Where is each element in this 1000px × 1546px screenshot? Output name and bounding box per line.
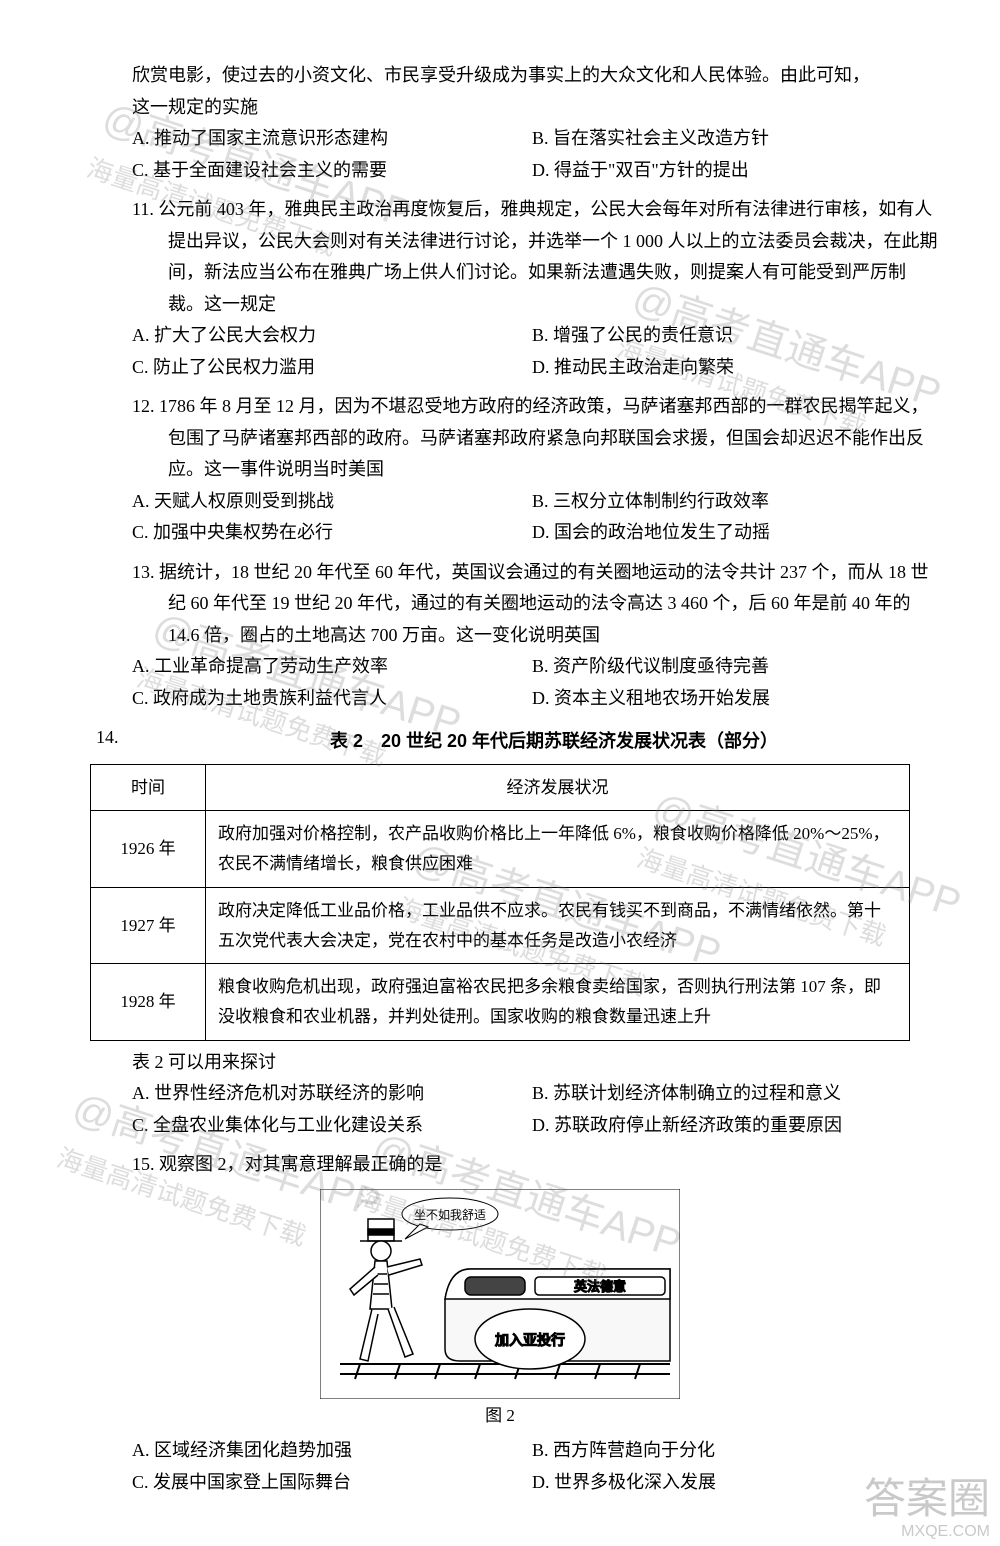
q14: 14. 表 2 20 世纪 20 年代后期苏联经济发展状况表（部分） 时间 经济… <box>60 722 940 1141</box>
q15-opt-c: C. 发展中国家登上国际舞台 <box>132 1467 532 1499</box>
q14-opt-c: C. 全盘农业集体化与工业化建设关系 <box>132 1110 532 1142</box>
q15-cartoon: 坐不如我舒适 英法德意 加入亚投行 <box>60 1189 940 1432</box>
q15-opt-b: B. 西方阵营趋向于分化 <box>532 1435 940 1467</box>
q13-opt-d: D. 资本主义租地农场开始发展 <box>532 683 940 715</box>
q11-opt-c: C. 防止了公民权力滥用 <box>132 352 532 384</box>
q14-r2-year: 1927 年 <box>91 887 206 964</box>
corner-watermark: 答案圈 MXQE.COM <box>864 1476 990 1540</box>
table-row: 1926 年 政府加强对价格控制，农产品收购价格比上一年降低 6%，粮食收购价格… <box>91 811 910 888</box>
q14-r3-year: 1928 年 <box>91 964 206 1041</box>
q10-opt-b: B. 旨在落实社会主义改造方针 <box>532 123 940 155</box>
q14-tail: 表 2 可以用来探讨 <box>60 1047 940 1079</box>
q15: 15. 观察图 2，对其寓意理解最正确的是 <box>60 1149 940 1498</box>
q11-opt-d: D. 推动民主政治走向繁荣 <box>532 352 940 384</box>
q10-stem-line1: 欣赏电影，使过去的小资文化、市民享受升级成为事实上的大众文化和人民体验。由此可知… <box>60 60 940 92</box>
q11-opt-a: A. 扩大了公民大会权力 <box>132 320 532 352</box>
exam-page: @高考直通车APP海量高清试题免费下载 @高考直通车APP海量高清试题免费下载 … <box>0 0 1000 1546</box>
q14-table-title: 表 2 20 世纪 20 年代后期苏联经济发展状况表（部分） <box>168 726 940 758</box>
egg-label: 加入亚投行 <box>495 1333 565 1349</box>
q13: 13. 据统计，18 世纪 20 年代至 60 年代，英国议会通过的有关圈地运动… <box>60 557 940 715</box>
q13-opt-a: A. 工业革命提高了劳动生产效率 <box>132 651 532 683</box>
q14-table: 时间 经济发展状况 1926 年 政府加强对价格控制，农产品收购价格比上一年降低… <box>90 764 910 1041</box>
q14-opt-d: D. 苏联政府停止新经济政策的重要原因 <box>532 1110 940 1142</box>
q12-opt-c: C. 加强中央集权势在必行 <box>132 517 532 549</box>
q14-r2-desc: 政府决定降低工业品价格，工业品供不应求。农民有钱买不到商品，不满情绪依然。第十五… <box>206 887 910 964</box>
cartoon-svg: 坐不如我舒适 英法德意 加入亚投行 <box>320 1189 680 1399</box>
table-row: 1928 年 粮食收购危机出现，政府强迫富裕农民把多余粮食卖给国家，否则执行刑法… <box>91 964 910 1041</box>
q12-opt-a: A. 天赋人权原则受到挑战 <box>132 486 532 518</box>
q10-opt-c: C. 基于全面建设社会主义的需要 <box>132 155 532 187</box>
q14-r1-year: 1926 年 <box>91 811 206 888</box>
table-row: 1927 年 政府决定降低工业品价格，工业品供不应求。农民有钱买不到商品，不满情… <box>91 887 910 964</box>
q15-stem: 15. 观察图 2，对其寓意理解最正确的是 <box>60 1149 940 1181</box>
q11: 11. 公元前 403 年，雅典民主政治再度恢复后，雅典规定，公民大会每年对所有… <box>60 194 940 383</box>
q14-number: 14. <box>60 722 168 764</box>
q13-opt-b: B. 资产阶级代议制度亟待完善 <box>532 651 940 683</box>
q10-stem-line2: 这一规定的实施 <box>60 92 940 124</box>
q14-opt-a: A. 世界性经济危机对苏联经济的影响 <box>132 1078 532 1110</box>
q14-th-desc: 经济发展状况 <box>206 764 910 811</box>
q12-opt-b: B. 三权分立体制制约行政效率 <box>532 486 940 518</box>
q10-opt-a: A. 推动了国家主流意识形态建构 <box>132 123 532 155</box>
q12: 12. 1786 年 8 月至 12 月，因为不堪忍受地方政府的经济政策，马萨诸… <box>60 391 940 549</box>
q15-opt-a: A. 区域经济集团化趋势加强 <box>132 1435 532 1467</box>
q14-opt-b: B. 苏联计划经济体制确立的过程和意义 <box>532 1078 940 1110</box>
q13-stem: 13. 据统计，18 世纪 20 年代至 60 年代，英国议会通过的有关圈地运动… <box>60 557 940 652</box>
q12-opt-d: D. 国会的政治地位发生了动摇 <box>532 517 940 549</box>
train-label: 英法德意 <box>574 1279 626 1294</box>
cartoon-caption: 图 2 <box>320 1401 680 1431</box>
q11-opt-b: B. 增强了公民的责任意识 <box>532 320 940 352</box>
q12-stem: 12. 1786 年 8 月至 12 月，因为不堪忍受地方政府的经济政策，马萨诸… <box>60 391 940 486</box>
q14-r3-desc: 粮食收购危机出现，政府强迫富裕农民把多余粮食卖给国家，否则执行刑法第 107 条… <box>206 964 910 1041</box>
speech-text: 坐不如我舒适 <box>414 1207 486 1222</box>
q14-th-time: 时间 <box>91 764 206 811</box>
q13-opt-c: C. 政府成为土地贵族利益代言人 <box>132 683 532 715</box>
q14-r1-desc: 政府加强对价格控制，农产品收购价格比上一年降低 6%，粮食收购价格降低 20%～… <box>206 811 910 888</box>
q10-continuation: 欣赏电影，使过去的小资文化、市民享受升级成为事实上的大众文化和人民体验。由此可知… <box>60 60 940 186</box>
q11-stem: 11. 公元前 403 年，雅典民主政治再度恢复后，雅典规定，公民大会每年对所有… <box>60 194 940 320</box>
q10-opt-d: D. 得益于"双百"方针的提出 <box>532 155 940 187</box>
